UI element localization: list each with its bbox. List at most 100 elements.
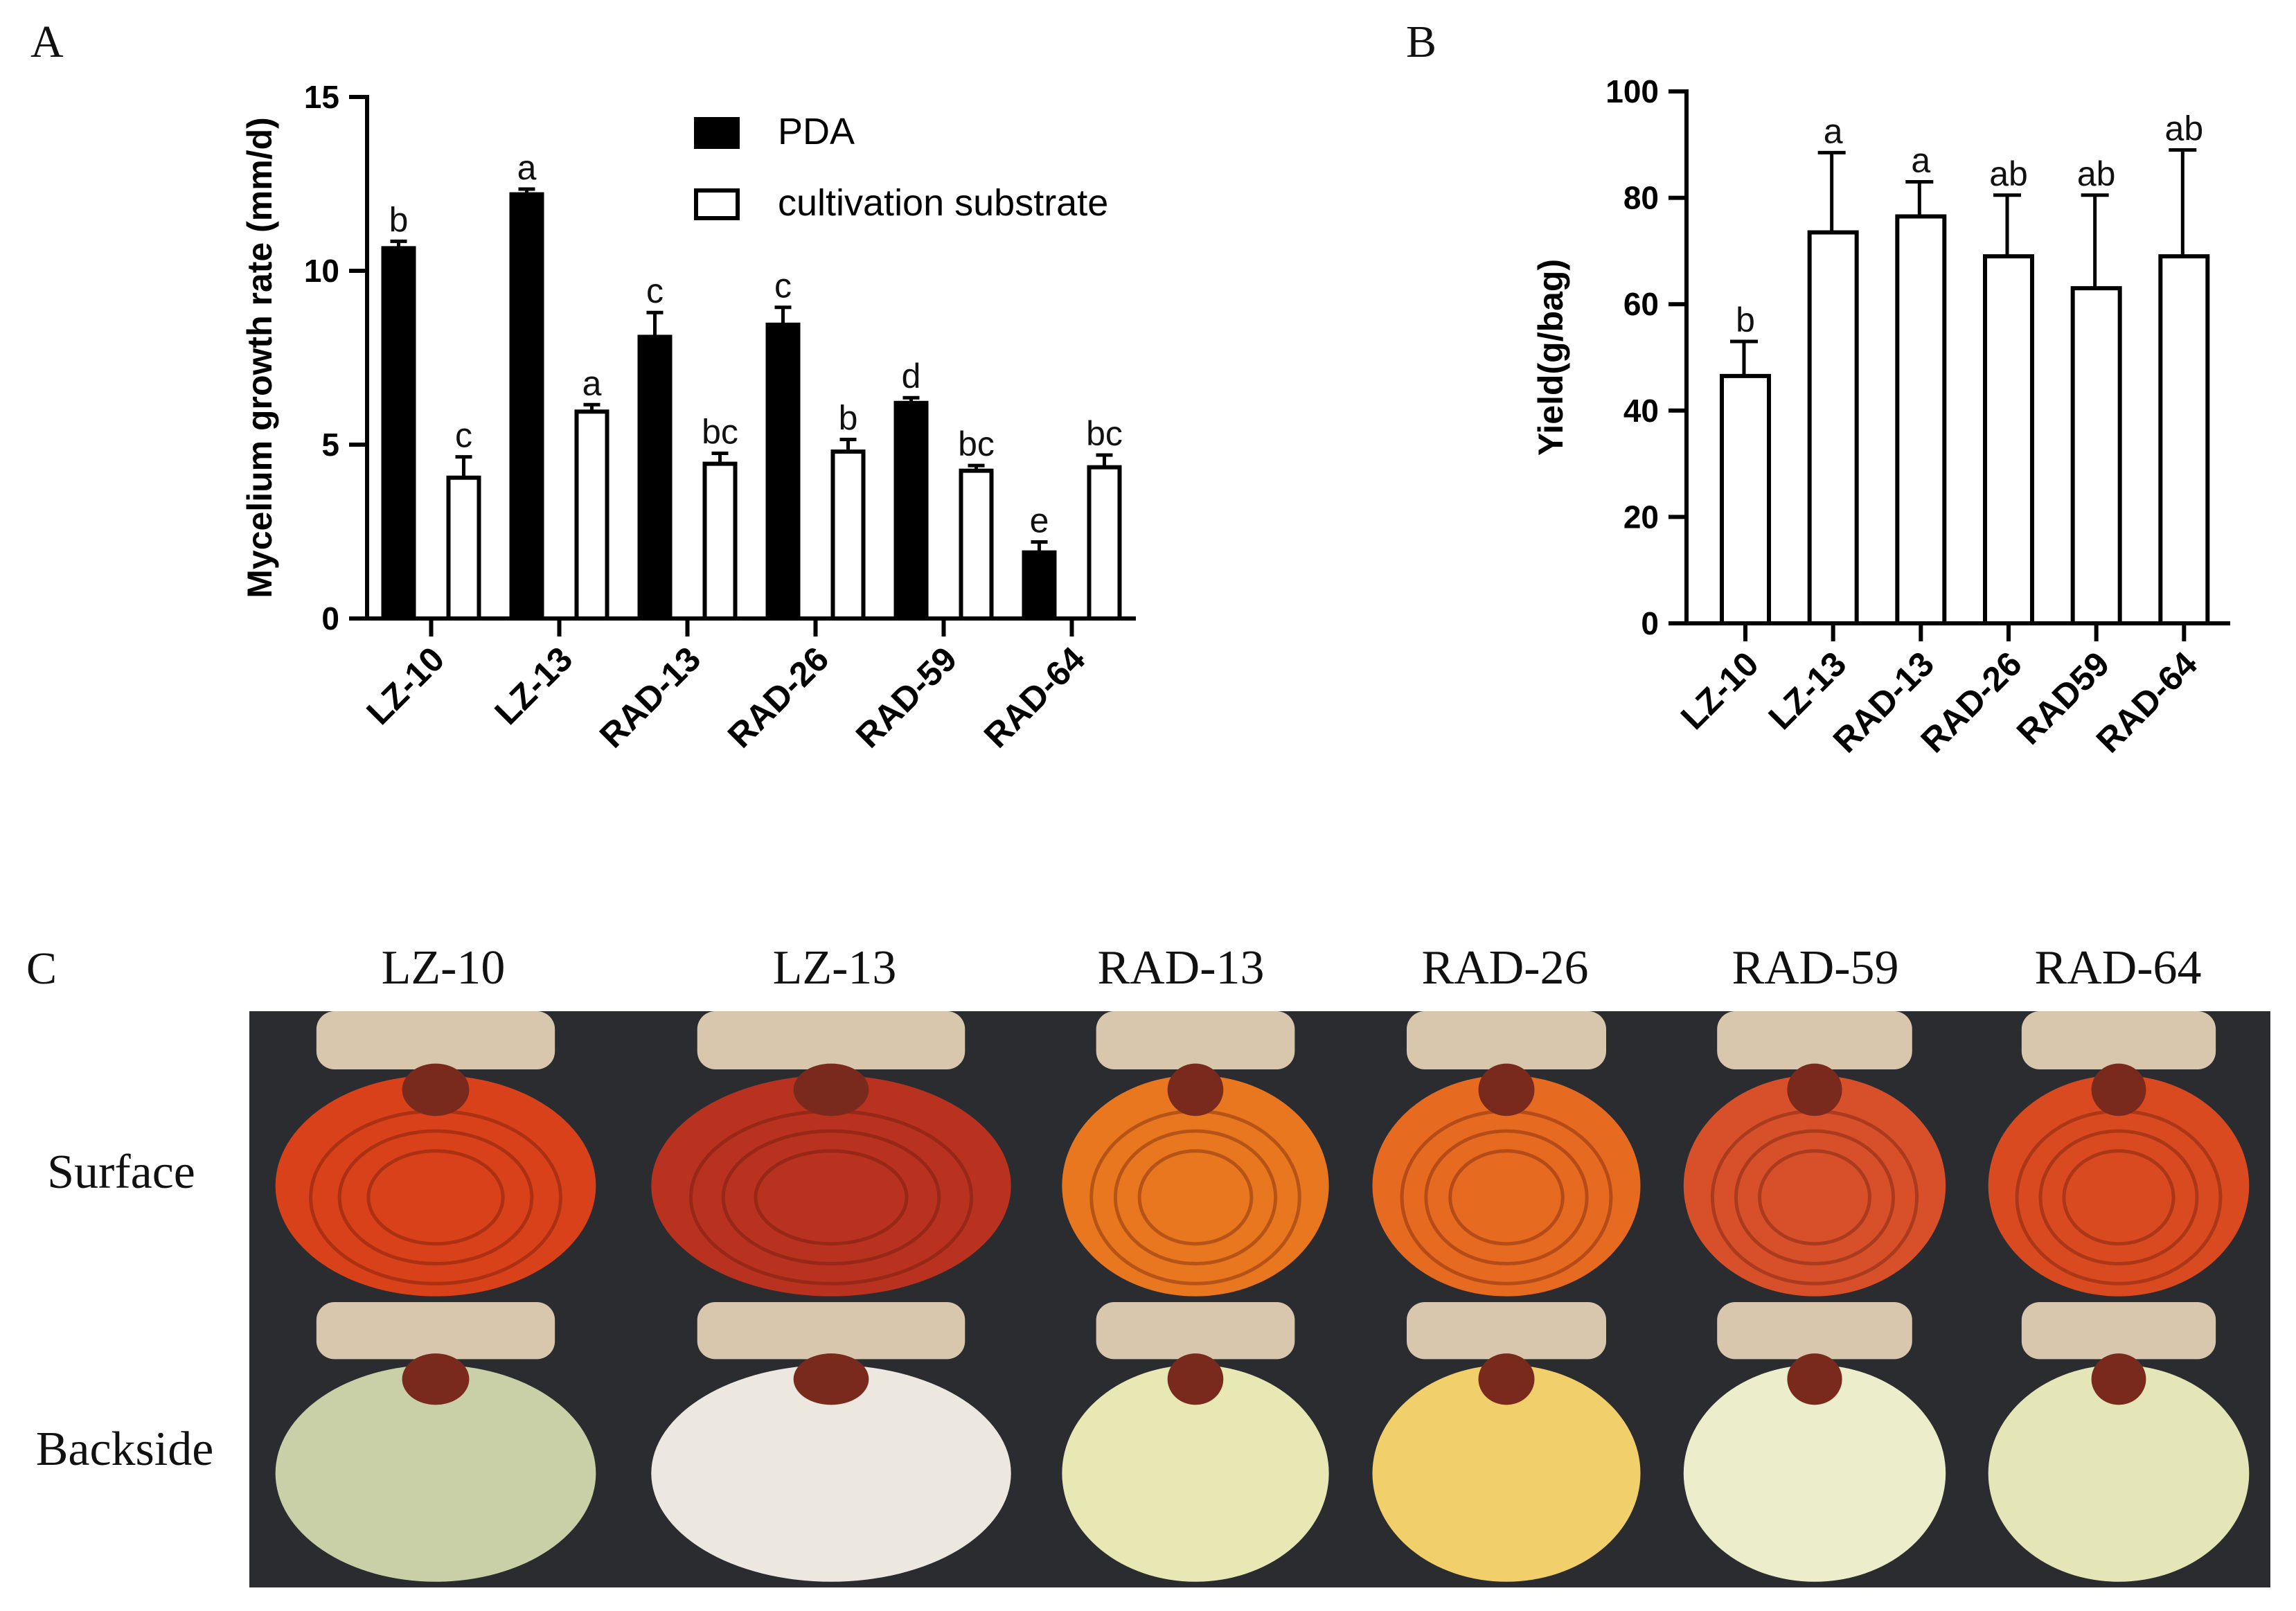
x-tick-label: RAD-64 — [977, 639, 1092, 755]
y-tick-label: 15 — [304, 79, 339, 115]
column-title: RAD-13 — [1097, 941, 1264, 995]
bar-substrate — [959, 468, 994, 621]
x-tick-label: RAD-26 — [720, 639, 836, 755]
substrate-bag — [697, 1302, 965, 1360]
mushroom-stalk — [1787, 1353, 1842, 1405]
bar-substrate — [1087, 465, 1122, 621]
y-tick-label: 20 — [1623, 499, 1659, 535]
significance-label: b — [1736, 301, 1755, 339]
significance-label: a — [1824, 112, 1843, 150]
legend-swatch-substrate — [694, 188, 740, 220]
mushroom-stalk — [2091, 1353, 2146, 1405]
growth-ring — [1448, 1149, 1565, 1246]
significance-label: a — [517, 148, 537, 187]
bar-pda — [381, 246, 416, 621]
growth-ring — [721, 1129, 941, 1266]
significance-label: ab — [1989, 154, 2028, 193]
bar-substrate — [702, 461, 738, 621]
panel-b-letter: B — [1406, 17, 1436, 67]
y-tick-label: 10 — [304, 253, 339, 289]
mushroom-cap-backside — [275, 1364, 596, 1582]
mushroom-cap-surface — [1372, 1075, 1641, 1297]
growth-ring — [2062, 1149, 2175, 1246]
mushroom-cap-backside — [651, 1364, 1011, 1582]
bar-pda — [509, 192, 544, 621]
x-tick-label: LZ-13 — [487, 639, 580, 732]
mushroom-stalk — [402, 1353, 470, 1405]
significance-label: d — [902, 357, 921, 395]
mushroom-cap-backside — [1062, 1364, 1329, 1582]
bar-yield — [1983, 254, 2034, 625]
significance-label: ab — [2077, 154, 2116, 193]
bar-substrate — [446, 475, 481, 621]
substrate-bag — [2021, 1302, 2216, 1360]
substrate-bag — [2021, 1011, 2216, 1069]
significance-label: ab — [2165, 109, 2204, 148]
column-title: LZ-13 — [773, 941, 897, 995]
mushroom-stalk — [1167, 1063, 1224, 1116]
mushroom-cap-backside — [1988, 1364, 2250, 1582]
y-tick-label: 80 — [1623, 180, 1659, 216]
bar-yield — [1895, 214, 1947, 626]
mushroom-stalk — [402, 1063, 470, 1116]
mushroom-stalk — [1787, 1063, 1842, 1116]
row-title-surface: Surface — [47, 1146, 195, 1199]
mushroom-cap-surface — [651, 1075, 1011, 1297]
column-title: RAD-64 — [2034, 941, 2201, 995]
significance-label: c — [774, 267, 792, 305]
bar-pda — [893, 400, 929, 621]
significance-label: c — [646, 272, 664, 310]
significance-label: bc — [702, 413, 738, 452]
chart-b: 020406080100Yield(g/bag)LZ-10bLZ-13aRAD-… — [1531, 73, 2230, 760]
significance-label: c — [455, 416, 472, 455]
y-axis-title: Yield(g/bag) — [1531, 259, 1570, 456]
substrate-bag — [1717, 1011, 1912, 1069]
growth-ring — [1734, 1129, 1896, 1266]
mushroom-stalk — [1478, 1063, 1535, 1116]
growth-ring — [1424, 1129, 1589, 1266]
legend-label-pda: PDA — [778, 111, 855, 152]
mushroom-cap-surface — [275, 1075, 596, 1297]
column-title: RAD-59 — [1732, 941, 1898, 995]
substrate-bag — [316, 1011, 555, 1069]
legend-label-substrate: cultivation substrate — [778, 182, 1108, 224]
bar-pda — [637, 335, 673, 621]
y-axis-title: Mycelium growth rate (mm/d) — [240, 117, 279, 598]
substrate-bag — [316, 1302, 555, 1360]
y-tick-label: 60 — [1623, 286, 1659, 322]
y-tick-label: 40 — [1623, 393, 1659, 429]
y-tick-label: 0 — [1641, 605, 1659, 641]
growth-ring — [366, 1149, 505, 1246]
bar-yield — [1720, 373, 1771, 625]
mushroom-stalk — [1167, 1353, 1224, 1405]
growth-ring — [2038, 1129, 2199, 1266]
mushroom-stalk — [793, 1063, 869, 1116]
mushroom-cap-surface — [1683, 1075, 1946, 1297]
substrate-bag — [1407, 1302, 1606, 1360]
growth-ring — [1113, 1129, 1278, 1266]
significance-label: b — [839, 398, 858, 437]
significance-label: a — [582, 364, 602, 402]
significance-label: e — [1030, 501, 1049, 540]
y-tick-label: 5 — [321, 427, 339, 463]
panel-a-letter: A — [30, 17, 64, 67]
mushroom-stalk — [1478, 1353, 1535, 1405]
bar-yield — [1807, 230, 1859, 625]
x-tick-label: LZ-10 — [1673, 644, 1766, 737]
column-title: RAD-26 — [1421, 941, 1588, 995]
substrate-bag — [697, 1011, 965, 1069]
photo-panel: LZ-10 LZ-13 RAD-13 RAD-26 RAD-59 RAD-64 Surfac… — [36, 941, 2270, 1587]
x-tick-label: LZ-10 — [359, 639, 452, 732]
y-tick-label: 100 — [1605, 73, 1659, 109]
significance-label: a — [1911, 141, 1930, 180]
panel-c-letter: C — [26, 943, 57, 994]
growth-ring — [1758, 1149, 1871, 1246]
growth-ring — [754, 1149, 909, 1246]
mushroom-cap-surface — [1988, 1075, 2250, 1297]
column-title: LZ-10 — [382, 941, 506, 995]
x-tick-label: RAD-13 — [592, 639, 708, 755]
legend-swatch-pda — [694, 117, 740, 149]
y-tick-label: 0 — [321, 600, 339, 637]
